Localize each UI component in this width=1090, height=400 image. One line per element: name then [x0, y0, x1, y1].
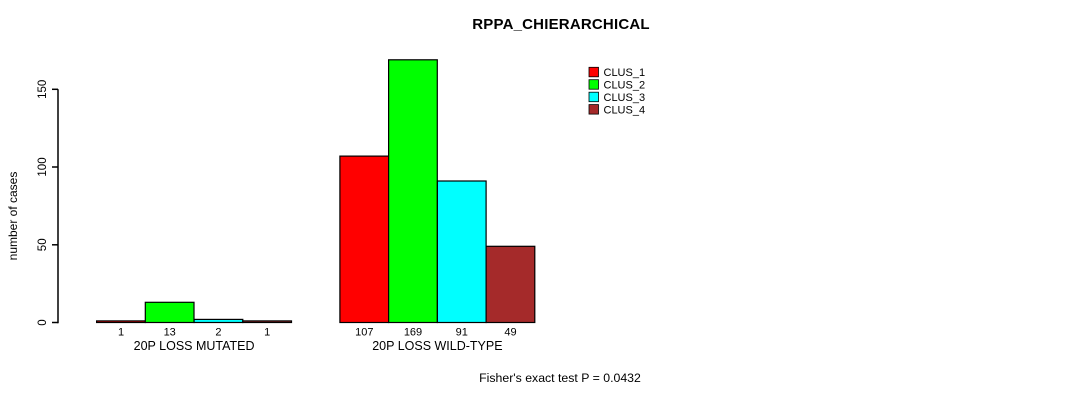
y-axis-tick-label: 150	[37, 80, 49, 99]
bar-value-label: 49	[504, 327, 516, 339]
bar-value-label: 107	[355, 327, 373, 339]
y-axis-tick-label: 0	[37, 319, 49, 325]
bar-clus_1-group1	[339, 155, 390, 324]
y-axis-title: number of cases	[6, 172, 20, 261]
legend-label-clus_2: CLUS_2	[604, 79, 646, 91]
legend-label-clus_3: CLUS_3	[604, 92, 646, 104]
bar-clus_2-group0	[144, 301, 195, 324]
legend-label-clus_1: CLUS_1	[604, 67, 646, 79]
bar-clus_3-group1	[436, 180, 487, 324]
bar-clus_3-group0	[193, 318, 244, 324]
bar-clus_4-group1	[485, 245, 536, 324]
bar-clus_2-group1	[388, 59, 438, 324]
chart-title: RPPA_CHIERARCHICAL	[472, 16, 650, 33]
legend-swatch-clus_1	[588, 66, 599, 78]
legend-swatch-clus_2	[588, 79, 599, 90]
y-axis-tick-label: 100	[37, 157, 49, 176]
legend-label-clus_4: CLUS_4	[604, 104, 646, 116]
bar-value-label: 169	[404, 327, 422, 339]
group-label-1: 20P LOSS WILD-TYPE	[372, 339, 502, 353]
bar-value-label: 1	[264, 327, 270, 339]
group-label-0: 20P LOSS MUTATED	[134, 339, 255, 353]
legend-swatch-clus_3	[588, 91, 599, 103]
y-axis-tick-label: 50	[37, 238, 49, 251]
bar-value-label: 91	[456, 327, 468, 339]
legend-swatch-clus_4	[588, 104, 599, 115]
bar-clus_4-group0	[242, 320, 293, 324]
bar-value-label: 2	[215, 327, 221, 339]
bar-value-label: 13	[164, 327, 176, 339]
bar-value-label: 1	[118, 327, 124, 339]
fisher-test-footnote: Fisher's exact test P = 0.0432	[479, 371, 641, 385]
bar-clus_1-group0	[95, 320, 146, 324]
